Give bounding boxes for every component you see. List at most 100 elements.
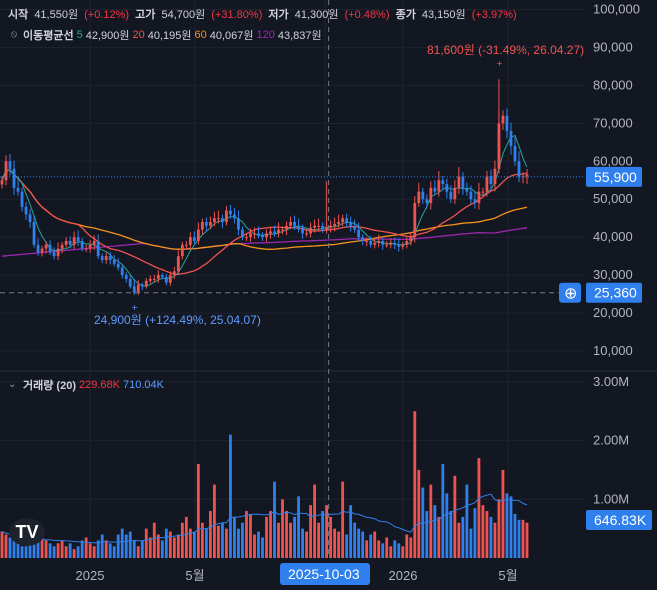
volume-bar	[204, 528, 208, 558]
candle-body	[497, 123, 501, 169]
volume-bar	[509, 496, 513, 558]
volume-bar	[261, 537, 264, 558]
volume-bar	[52, 546, 56, 558]
volume-bar	[249, 513, 252, 558]
candle-body	[397, 244, 401, 247]
candle-body	[245, 237, 248, 239]
candle-body	[285, 225, 288, 230]
candle-body	[204, 222, 208, 226]
volume-bar	[377, 540, 381, 558]
volume-bar	[417, 469, 421, 558]
volume-bar	[389, 546, 393, 558]
candle-body	[305, 233, 308, 235]
low-value: 41,300원	[294, 9, 339, 21]
volume-bar	[521, 519, 525, 558]
volume-tick-label: 3.00M	[593, 374, 629, 389]
volume-bar	[373, 531, 377, 558]
volume-title: 거래량 (20)	[23, 380, 76, 392]
candle-body	[48, 244, 52, 253]
price-tick-label: 50,000	[593, 191, 633, 206]
candle-body	[393, 242, 397, 245]
volume-bar	[449, 511, 453, 558]
candle-body	[80, 240, 84, 249]
ma120-value: 43,837원	[277, 30, 322, 42]
volume-tick-label: 2.00M	[593, 433, 629, 448]
volume-bar	[301, 528, 304, 558]
candle-body	[208, 222, 212, 226]
candle-body	[140, 284, 144, 287]
candle-body	[144, 280, 148, 287]
volume-bar	[217, 525, 220, 558]
candle-body	[84, 248, 88, 250]
volume-bar	[453, 475, 457, 558]
candle-body	[457, 176, 461, 188]
ma120-period: 120	[256, 29, 275, 41]
volume-bar	[413, 411, 417, 558]
candle-body	[485, 176, 489, 192]
volume-bar	[281, 499, 284, 558]
candle-body	[104, 256, 108, 260]
volume-bar	[48, 543, 52, 558]
eye-slash-icon[interactable]: ⦸	[10, 29, 18, 40]
volume-bar	[12, 540, 16, 558]
volume-bar	[289, 522, 292, 558]
candle-body	[8, 161, 12, 169]
candle-body	[289, 222, 292, 226]
volume-bar	[401, 546, 405, 558]
volume-bar	[241, 522, 244, 558]
volume-bar	[437, 516, 441, 558]
collapse-icon[interactable]: ⌄	[8, 379, 17, 390]
volume-bar	[309, 505, 312, 558]
volume-bar	[473, 508, 477, 558]
volume-bar	[104, 540, 108, 558]
volume-bar	[84, 537, 88, 558]
volume-bar	[192, 531, 196, 558]
candle-body	[409, 237, 413, 241]
tradingview-logo[interactable]: TV	[9, 518, 45, 546]
crosshair-price-tag	[586, 282, 642, 303]
volume-bar	[433, 505, 437, 558]
candle-body	[313, 225, 316, 228]
candle-body	[184, 244, 188, 246]
candle-body	[168, 275, 172, 283]
candle-body	[213, 218, 216, 222]
candle-body	[501, 115, 505, 124]
candle-body	[221, 218, 224, 222]
ma-title: 이동평균선	[23, 30, 74, 42]
volume-bar	[489, 516, 493, 558]
candle-body	[233, 214, 236, 219]
candle-body	[76, 237, 80, 241]
volume-bar	[321, 511, 325, 558]
candle-body	[265, 233, 268, 238]
candle-body	[16, 187, 20, 192]
price-tick-label: 70,000	[593, 115, 633, 130]
high-marker: +	[496, 59, 503, 68]
low-annotation: 24,900원 (+124.49%, 25.04.07)	[94, 313, 261, 327]
candle-body	[229, 210, 232, 215]
volume-bar	[96, 540, 100, 558]
volume-bar	[100, 534, 104, 558]
volume-bar	[493, 522, 497, 558]
volume-bar	[341, 481, 345, 558]
candle-body	[509, 130, 513, 147]
volume-bar	[132, 540, 136, 558]
volume-bar	[225, 528, 228, 558]
ma60-period: 60	[194, 29, 207, 41]
candle-body	[12, 168, 16, 188]
candle-body	[225, 210, 228, 222]
candle-body	[136, 284, 140, 293]
candle-body	[28, 214, 32, 222]
candle-body	[273, 231, 276, 234]
candle-body	[429, 187, 433, 204]
volume-bar	[76, 546, 80, 558]
volume-bar	[513, 513, 517, 558]
volume-ma-line	[1, 493, 528, 544]
low-change: (+0.48%)	[344, 9, 390, 21]
candle-body	[148, 278, 152, 281]
candle-body	[128, 278, 132, 287]
candle-body	[421, 191, 425, 200]
volume-bar	[200, 522, 204, 558]
candle-body	[349, 222, 353, 226]
candle-body	[361, 237, 365, 241]
